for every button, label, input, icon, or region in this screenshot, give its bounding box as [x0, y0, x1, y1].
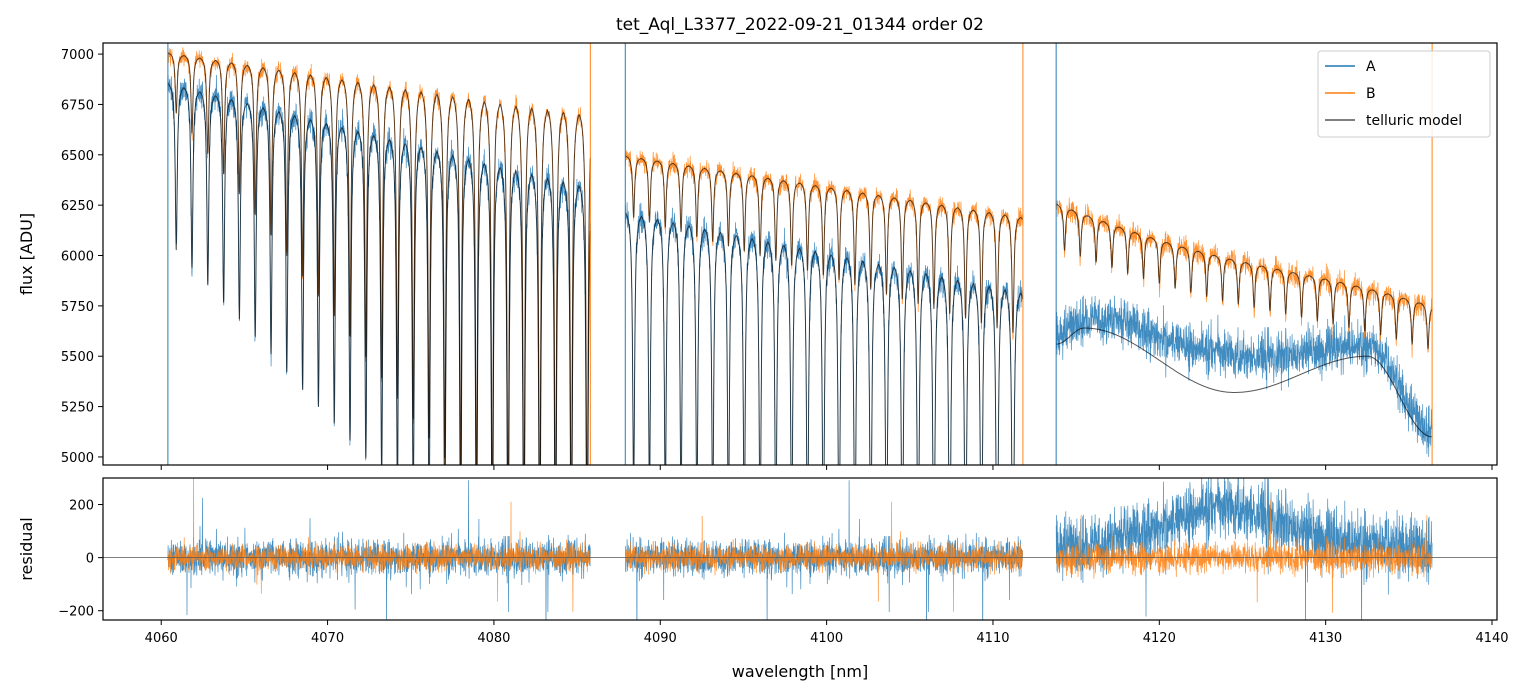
x-tick-label: 4120 [1143, 631, 1176, 646]
flux-axes-frame [102, 42, 1498, 466]
residual-a-line [167, 480, 591, 620]
telluric-model-a-line [167, 83, 591, 465]
residual-b-line [1055, 500, 1433, 613]
flux-y-tick-label: 5500 [61, 350, 94, 365]
residual-b-line [167, 478, 591, 612]
flux-y-tick-label: 5000 [61, 451, 94, 466]
legend-label-a: A [1366, 59, 1376, 75]
residual-x-ticks: 4060 4070 4080 4090 4100 4110 4120 4130 4140 [145, 620, 1509, 646]
flux-y-tick-label: 6500 [61, 149, 94, 164]
flux-x-ticks [160, 465, 1493, 470]
flux-y-tick-label: 6750 [61, 98, 94, 113]
residual-b-line [624, 501, 1024, 612]
flux-y-tick-label: 7000 [61, 48, 94, 63]
chart-title: tet_Aql_L3377_2022-09-21_01344 order 02 [616, 15, 984, 35]
flux-y-ticks: 5000 5250 5500 5750 6000 6250 6500 6750 7000 [61, 48, 103, 466]
flux-y-tick-label: 5750 [61, 300, 94, 315]
x-tick-label: 4060 [145, 631, 178, 646]
telluric-model-a-line [1056, 327, 1433, 438]
legend-label-telluric-model: telluric model [1366, 113, 1462, 129]
residual-axes-frame [102, 477, 1498, 621]
flux-y-axis-label: flux [ADU] [17, 213, 36, 295]
legend: A B telluric model [1317, 50, 1491, 138]
x-tick-label: 4070 [311, 631, 344, 646]
residual-y-axis-label: residual [17, 517, 36, 580]
series-b-line [1055, 197, 1433, 358]
residual-plot-area [103, 478, 1497, 620]
x-tick-label: 4080 [477, 631, 510, 646]
legend-label-b: B [1366, 86, 1376, 102]
x-tick-label: 4130 [1309, 631, 1342, 646]
residual-y-ticks: −200 0 200 [58, 499, 103, 620]
flux-plot-area [167, 43, 1433, 465]
x-tick-label: 4140 [1475, 631, 1508, 646]
residual-panel: −200 0 200 4060 4070 4080 4090 4100 4110 4120 413… [17, 477, 1509, 681]
telluric-model-b-line [167, 52, 591, 465]
residual-y-tick-label: 0 [86, 552, 94, 567]
x-tick-label: 4110 [976, 631, 1009, 646]
x-axis-label: wavelength [nm] [732, 662, 869, 681]
flux-panel: 5000 5250 5500 5750 6000 6250 6500 6750 7000 flu… [17, 42, 1498, 470]
residual-a-line [1055, 478, 1433, 620]
residual-y-tick-label: 200 [69, 499, 94, 514]
series-a-line [1055, 295, 1433, 457]
x-tick-label: 4090 [644, 631, 677, 646]
telluric-model-a-line [624, 212, 1024, 465]
flux-y-tick-label: 5250 [61, 401, 94, 416]
telluric-model-b-line [1056, 203, 1433, 350]
telluric-model-b-line [625, 155, 1024, 333]
residual-a-line [624, 480, 1023, 620]
x-tick-label: 4100 [810, 631, 843, 646]
residual-y-tick-label: −200 [58, 605, 94, 620]
flux-y-tick-label: 6000 [61, 250, 94, 265]
legend-frame [1317, 50, 1491, 138]
flux-y-tick-label: 6250 [61, 199, 94, 214]
